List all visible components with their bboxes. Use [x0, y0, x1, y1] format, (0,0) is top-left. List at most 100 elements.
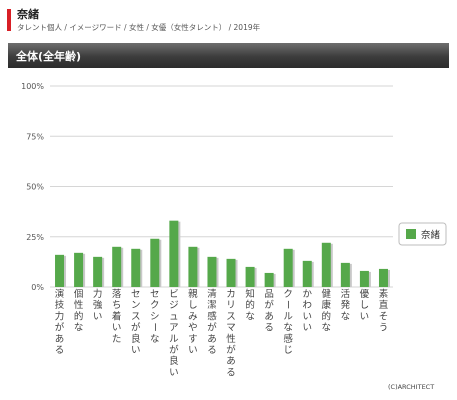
x-tick-label: ビ [169, 289, 179, 300]
x-tick-label: 感 [207, 310, 217, 322]
x-tick-label: 活 [341, 288, 351, 300]
x-tick-label: か [302, 289, 312, 300]
x-tick-label: 技 [55, 299, 65, 311]
x-tick-label: 演 [55, 288, 65, 300]
x-tick-label: や [188, 323, 198, 334]
x-tick-label: ジ [169, 300, 179, 311]
y-tick-label: 75% [26, 132, 44, 141]
bar [93, 256, 103, 287]
x-tick-label: 直 [379, 299, 389, 311]
x-tick-label: み [188, 311, 198, 322]
bar [150, 238, 160, 287]
x-tick-label: が [169, 344, 179, 356]
x-tick-label: 力 [93, 288, 103, 300]
x-tick-label: ク [150, 300, 160, 311]
x-tick-label: る [264, 323, 274, 334]
bar [264, 272, 274, 287]
legend-swatch [406, 229, 416, 239]
x-tick-label: わ [302, 300, 312, 311]
x-tick-label: 潔 [207, 299, 217, 311]
x-tick-label: ア [169, 323, 179, 334]
x-tick-label: 落 [112, 288, 122, 300]
bar [283, 248, 293, 287]
x-tick-label: カ [226, 289, 236, 300]
x-tick-label: い [112, 323, 122, 334]
bar [359, 270, 369, 287]
x-tick-label: ュ [169, 311, 179, 322]
x-tick-label: が [226, 344, 236, 356]
x-tick-label: い [169, 367, 179, 378]
x-tick-label: し [360, 300, 370, 311]
x-tick-label: そ [379, 311, 389, 322]
x-tick-label: な [245, 311, 255, 322]
y-tick-label: 25% [26, 233, 44, 242]
x-tick-label: 着 [112, 310, 122, 322]
bar [245, 266, 255, 287]
x-tick-label: 個 [74, 288, 84, 300]
x-tick-label: ー [148, 322, 159, 332]
x-tick-label: じ [283, 345, 293, 356]
bar [207, 256, 217, 287]
x-tick-label: な [283, 323, 293, 334]
bar [226, 258, 236, 287]
x-tick-label: 発 [341, 299, 351, 311]
bar [131, 248, 141, 287]
x-tick-label: す [188, 334, 198, 345]
x-tick-label: ス [226, 311, 236, 322]
page-title: 奈緒 [17, 8, 39, 21]
x-tick-label: ル [283, 311, 293, 322]
x-tick-label: 健 [322, 288, 332, 300]
x-tick-label: 康 [322, 299, 332, 311]
x-tick-label: う [379, 323, 389, 334]
x-tick-label: 的 [322, 310, 332, 322]
x-tick-label: あ [207, 334, 217, 345]
x-tick-label: 性 [226, 333, 236, 345]
x-tick-label: 力 [55, 310, 65, 322]
x-tick-label: た [112, 334, 122, 345]
x-tick-label: い [302, 311, 312, 322]
x-tick-label: あ [264, 311, 274, 322]
x-tick-label: セ [150, 289, 160, 300]
bar [169, 220, 179, 287]
x-tick-label: な [322, 323, 332, 334]
x-tick-label: 品 [264, 289, 274, 300]
x-tick-label: ち [112, 300, 122, 311]
x-tick-label: マ [226, 323, 236, 334]
bar [112, 246, 122, 287]
x-tick-label: い [360, 311, 370, 322]
page-header: 奈緒 タレント個人 / イメージワード / 女性 / 女優（女性タレント） / … [0, 0, 457, 40]
x-tick-label: し [188, 300, 198, 311]
x-tick-label: ス [131, 311, 141, 322]
y-tick-label: 100% [21, 82, 44, 91]
y-tick-label: 50% [26, 183, 44, 192]
x-tick-label: が [131, 322, 141, 334]
x-tick-label: い [302, 323, 312, 334]
x-tick-label: 的 [74, 310, 84, 322]
x-tick-label: 清 [207, 288, 217, 300]
x-tick-label: 良 [169, 355, 179, 367]
accent-bar [7, 9, 11, 31]
x-tick-label: が [207, 322, 217, 334]
copyright-credit: (C)ARCHITECT [388, 383, 435, 391]
x-tick-label: 良 [131, 333, 141, 345]
x-tick-label: ク [283, 289, 293, 300]
x-tick-label: い [93, 311, 103, 322]
x-tick-label: 感 [283, 333, 293, 345]
x-tick-label: リ [226, 300, 236, 311]
section-title: 全体(全年齢) [16, 50, 82, 63]
x-tick-label: セ [131, 289, 141, 300]
legend-box [398, 222, 447, 246]
x-tick-label: 性 [74, 299, 84, 311]
x-tick-label: な [74, 323, 84, 334]
y-tick-label: 0% [31, 283, 44, 292]
legend-label: 奈緒 [421, 229, 441, 241]
bar [74, 252, 84, 287]
x-tick-label: い [131, 345, 141, 356]
breadcrumb: タレント個人 / イメージワード / 女性 / 女優（女性タレント） / 201… [17, 23, 261, 32]
x-tick-label: シ [150, 311, 160, 322]
x-tick-label: あ [226, 356, 236, 367]
bar [55, 254, 65, 287]
bar [188, 246, 198, 287]
x-tick-label: な [150, 334, 160, 345]
